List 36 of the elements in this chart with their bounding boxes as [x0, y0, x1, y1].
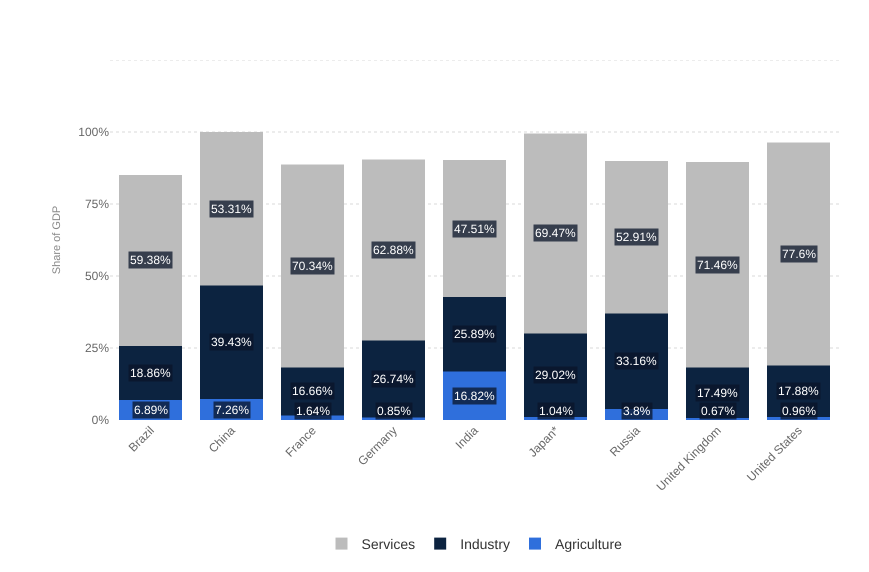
- data-label: 7.26%: [215, 403, 250, 417]
- y-axis-title: Share of GDP: [50, 206, 63, 274]
- legend-label: Agriculture: [555, 536, 622, 552]
- y-tick-label: 0%: [92, 413, 110, 428]
- data-label: 53.31%: [211, 202, 252, 216]
- data-label: 52.91%: [616, 230, 658, 244]
- data-label: 33.16%: [616, 354, 658, 368]
- data-label: 71.46%: [697, 258, 738, 272]
- data-label: 18.86%: [130, 366, 172, 380]
- y-tick-label: 100%: [78, 125, 110, 140]
- data-label: 16.66%: [292, 384, 334, 398]
- data-label: 29.02%: [535, 368, 576, 382]
- data-label: 59.38%: [130, 253, 172, 267]
- data-label: 77.6%: [782, 247, 816, 261]
- data-label: 17.49%: [697, 386, 738, 400]
- data-label: 1.04%: [539, 404, 574, 418]
- data-label: 70.34%: [292, 259, 334, 273]
- data-label: 0.67%: [701, 404, 736, 418]
- data-label: 47.51%: [454, 222, 496, 236]
- data-label: 26.74%: [373, 372, 414, 386]
- data-label: 25.89%: [454, 327, 496, 341]
- data-label: 0.96%: [782, 404, 816, 418]
- legend-label: Industry: [460, 536, 510, 552]
- y-tick-label: 50%: [84, 269, 110, 284]
- data-label: 17.88%: [778, 384, 820, 398]
- data-label: 62.88%: [373, 243, 414, 257]
- data-label: 3.8%: [623, 404, 651, 418]
- data-label: 1.64%: [296, 404, 330, 418]
- data-label: 39.43%: [211, 335, 252, 349]
- data-label: 16.82%: [454, 389, 496, 403]
- data-label: 69.47%: [535, 226, 576, 240]
- y-tick-label: 75%: [84, 197, 110, 212]
- y-tick-label: 25%: [84, 341, 110, 356]
- data-label: 0.85%: [377, 404, 412, 418]
- data-label: 6.89%: [134, 403, 168, 417]
- legend-label: Services: [362, 536, 416, 552]
